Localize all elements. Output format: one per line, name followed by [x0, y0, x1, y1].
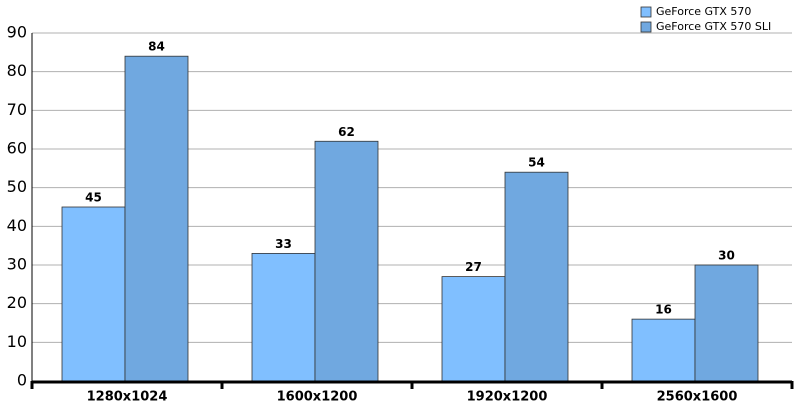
legend-swatch — [640, 21, 652, 33]
x-tick-label: 2560x1600 — [657, 390, 738, 405]
value-label: 33 — [275, 237, 292, 251]
y-tick-label: 10 — [7, 332, 27, 351]
value-label: 45 — [85, 191, 102, 205]
y-tick-label: 80 — [7, 61, 27, 80]
x-tick-label: 1280x1024 — [87, 390, 168, 405]
legend-label: GeForce GTX 570 SLI — [656, 20, 771, 33]
y-tick-label: 0 — [17, 371, 27, 390]
value-label: 27 — [465, 260, 482, 274]
y-tick-label: 40 — [7, 216, 27, 235]
x-tick-label: 1920x1200 — [467, 390, 548, 405]
bar — [251, 252, 316, 382]
value-label: 84 — [148, 40, 165, 54]
bar — [124, 55, 189, 382]
bar — [694, 264, 759, 382]
value-label: 62 — [338, 125, 355, 139]
y-tick-label: 50 — [7, 177, 27, 196]
bar — [61, 206, 126, 382]
y-tick-label: 30 — [7, 255, 27, 274]
bar — [314, 140, 379, 382]
bar — [441, 276, 506, 382]
value-label: 16 — [655, 303, 672, 317]
bar — [631, 318, 696, 382]
legend-swatch — [640, 6, 652, 18]
y-tick-label: 60 — [7, 139, 27, 158]
legend-label: GeForce GTX 570 — [656, 5, 751, 18]
y-tick-label: 90 — [7, 23, 27, 42]
value-label: 54 — [528, 156, 545, 170]
value-label: 30 — [718, 249, 735, 263]
bar — [504, 171, 569, 382]
x-tick-label: 1600x1200 — [277, 390, 358, 405]
y-tick-label: 70 — [7, 100, 27, 119]
y-tick-label: 20 — [7, 293, 27, 312]
